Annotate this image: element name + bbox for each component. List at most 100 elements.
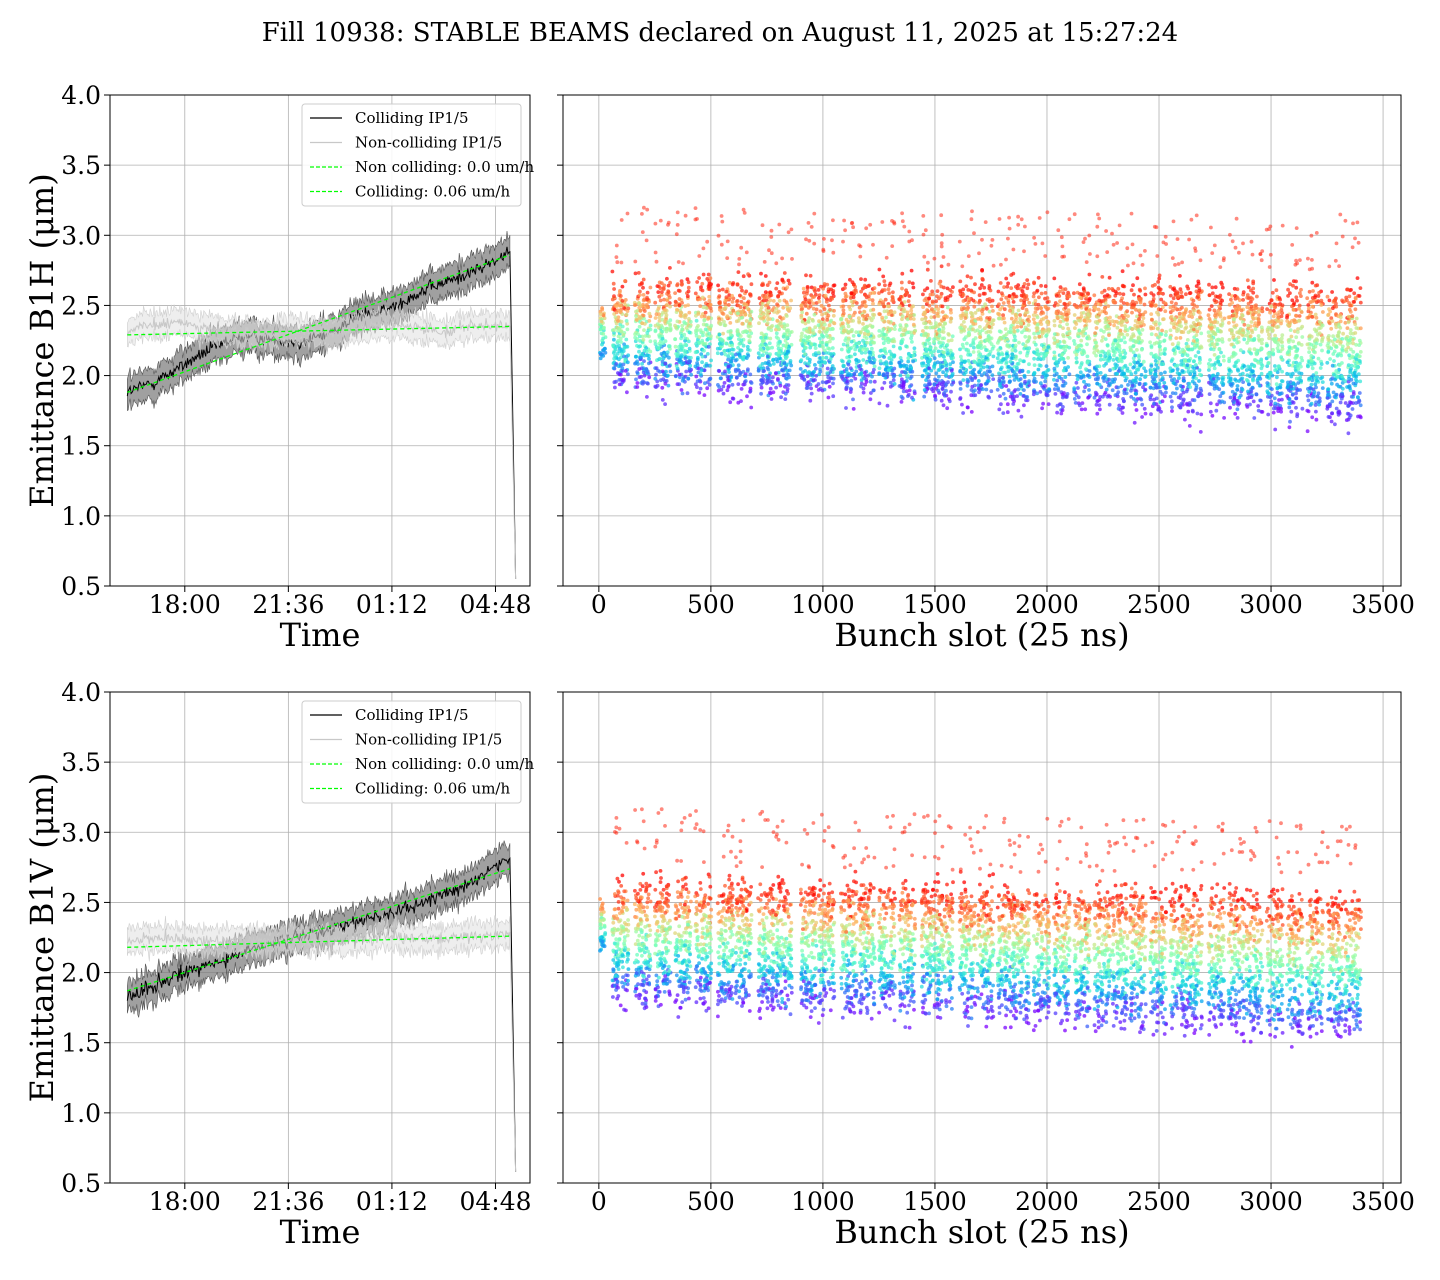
data-point (826, 313, 831, 318)
data-point (908, 313, 913, 318)
data-point (986, 375, 991, 380)
data-point (819, 303, 824, 308)
data-point (1054, 311, 1059, 315)
data-point (1110, 231, 1114, 236)
data-point (1096, 212, 1100, 217)
data-point (807, 238, 812, 243)
data-point (1065, 317, 1069, 321)
data-point (921, 292, 925, 297)
data-point (1101, 335, 1105, 340)
data-point (972, 304, 977, 309)
y-axis-label: Emittance B1H (μm) (23, 173, 61, 507)
data-point (717, 332, 722, 337)
data-point (666, 373, 670, 378)
data-point (1193, 388, 1198, 392)
data-point (841, 299, 846, 304)
data-point (1192, 398, 1197, 403)
data-point (1039, 343, 1044, 347)
data-point (932, 365, 936, 370)
data-point (937, 374, 941, 379)
data-point (1161, 317, 1166, 321)
data-point (728, 310, 733, 315)
data-point (1066, 308, 1071, 313)
data-point (1175, 367, 1180, 372)
data-point (935, 311, 940, 316)
data-point (988, 336, 992, 340)
data-point (908, 367, 912, 372)
data-point (1207, 307, 1212, 312)
data-point (1212, 243, 1217, 248)
data-point (863, 293, 868, 298)
data-point (820, 333, 824, 338)
data-point (861, 390, 866, 395)
data-point (1137, 296, 1141, 301)
data-point (667, 355, 671, 360)
data-point (1016, 214, 1020, 219)
data-point (1130, 326, 1135, 331)
data-point (1078, 295, 1082, 300)
data-point (983, 326, 987, 331)
data-point (1148, 371, 1153, 376)
data-point (668, 318, 673, 323)
data-point (863, 350, 868, 355)
data-point (1121, 372, 1126, 376)
data-point (1134, 399, 1138, 403)
data-point (843, 291, 848, 296)
data-point (617, 382, 622, 387)
data-point (1185, 387, 1190, 392)
data-point (1053, 356, 1057, 361)
data-point (1157, 344, 1162, 349)
data-point (969, 388, 974, 392)
data-point (1094, 368, 1099, 373)
data-point (1179, 362, 1183, 367)
data-point (904, 291, 909, 295)
data-point (1119, 299, 1124, 303)
data-point (1198, 315, 1202, 320)
data-point (660, 337, 665, 341)
data-point (737, 337, 741, 342)
data-point (877, 329, 882, 333)
data-point (821, 356, 825, 360)
data-point (1017, 378, 1021, 382)
data-point (880, 386, 885, 391)
data-point (907, 294, 912, 298)
data-point (1207, 293, 1212, 297)
data-point (664, 329, 669, 334)
data-point (1215, 355, 1220, 360)
data-point (613, 385, 617, 390)
data-point (748, 292, 753, 297)
data-point (877, 354, 882, 359)
data-point (1164, 390, 1168, 395)
data-point (738, 355, 743, 359)
data-point (730, 282, 735, 287)
data-point (925, 267, 930, 272)
data-point (1015, 365, 1019, 370)
data-point (1171, 296, 1176, 301)
data-point (645, 395, 649, 399)
plot-content (126, 230, 517, 580)
data-point (648, 349, 653, 354)
data-point (812, 369, 816, 374)
data-point (771, 299, 776, 303)
data-point (842, 363, 846, 368)
data-point (723, 323, 728, 328)
data-point (1158, 307, 1163, 312)
data-point (1149, 368, 1154, 373)
data-point (937, 367, 942, 372)
data-point (966, 288, 971, 292)
data-point (1061, 291, 1066, 295)
data-point (958, 288, 962, 293)
data-point (965, 405, 970, 410)
data-point (811, 301, 816, 306)
data-point (708, 302, 713, 307)
data-point (781, 316, 786, 321)
data-point (867, 283, 871, 288)
data-point (1117, 315, 1122, 320)
data-point (1159, 297, 1164, 302)
data-point (933, 393, 937, 398)
data-point (800, 331, 804, 336)
data-point (1149, 291, 1154, 295)
data-point (970, 209, 974, 214)
data-point (1148, 340, 1152, 345)
data-point (623, 279, 627, 283)
